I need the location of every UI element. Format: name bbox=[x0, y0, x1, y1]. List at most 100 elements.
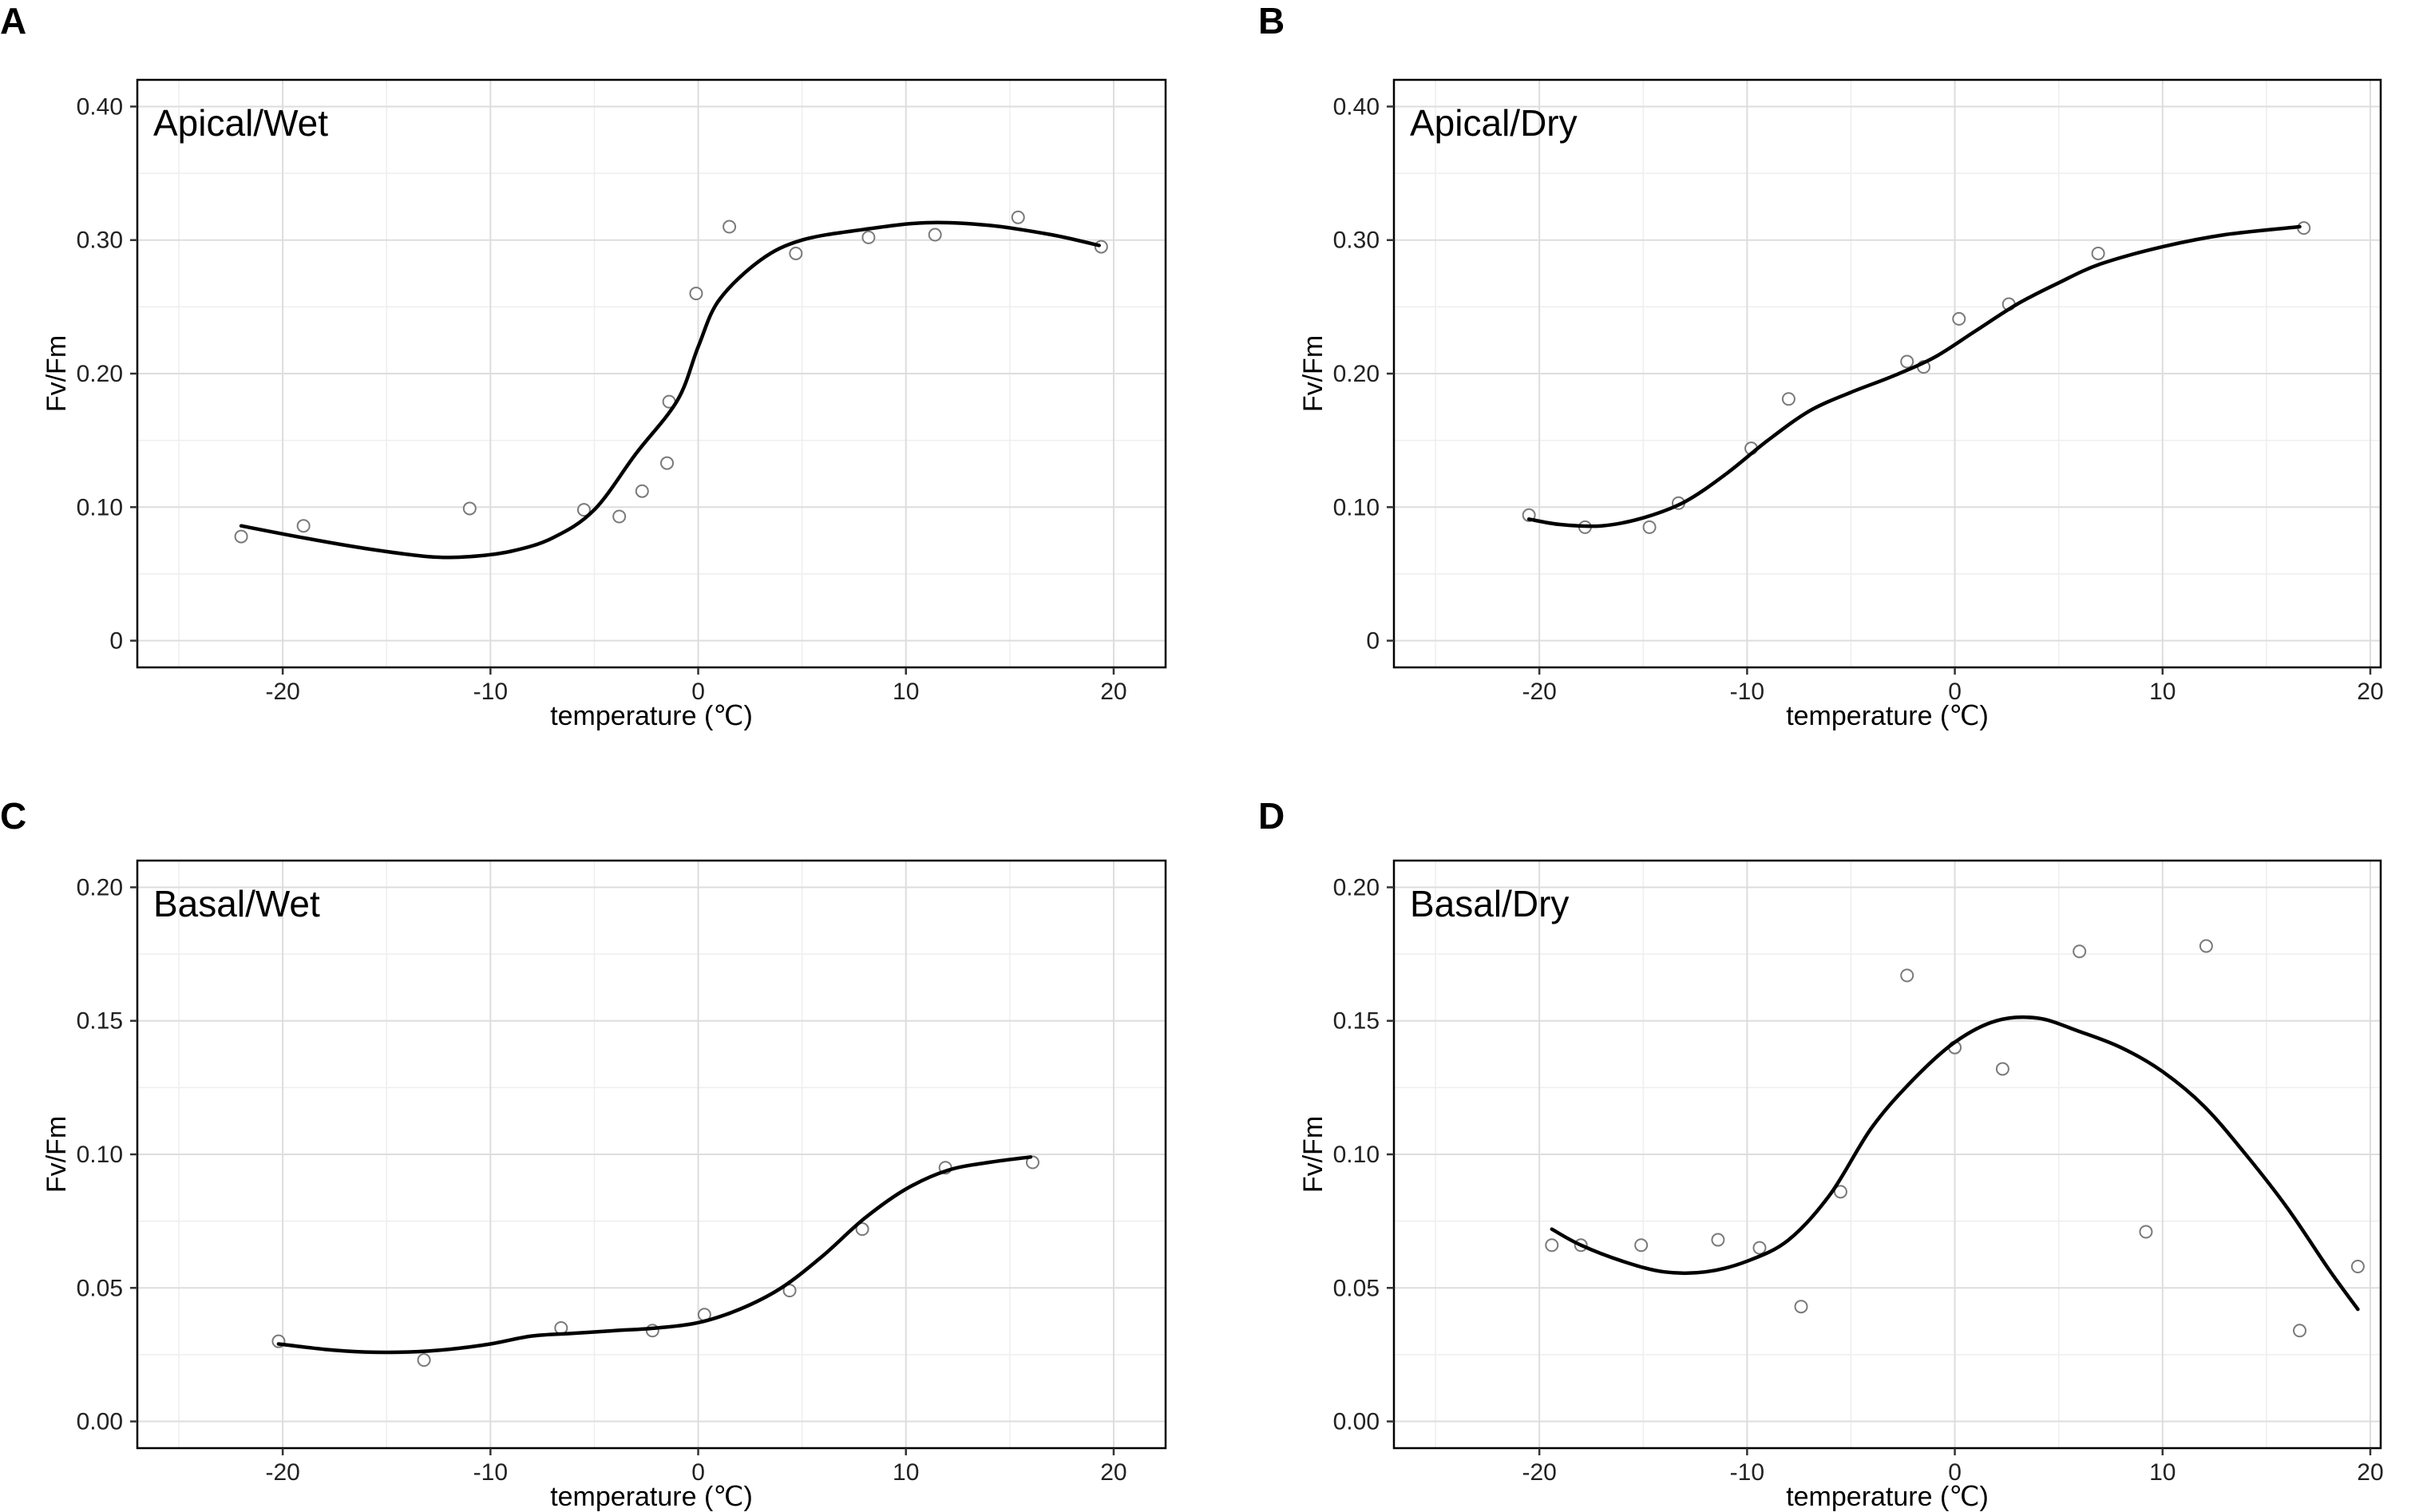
x-tick-label: -10 bbox=[1730, 679, 1764, 705]
data-point bbox=[296, 519, 311, 533]
data-point bbox=[2350, 1260, 2365, 1274]
fit-curve bbox=[1550, 1015, 2360, 1312]
y-tick-label: 0.20 bbox=[1333, 874, 1380, 900]
y-tick-label: 0.30 bbox=[77, 228, 123, 254]
x-tick-label: 0 bbox=[1948, 679, 1962, 705]
y-tick-label: 0.30 bbox=[1333, 228, 1380, 254]
data-point bbox=[462, 501, 477, 516]
y-tick-label: 0.20 bbox=[1333, 361, 1380, 387]
data-point bbox=[928, 228, 942, 242]
data-point bbox=[1952, 311, 1966, 326]
data-point bbox=[1781, 392, 1796, 406]
x-tick-label: 20 bbox=[2357, 1459, 2383, 1486]
y-tick-label: 0.10 bbox=[1333, 1142, 1380, 1168]
panel-letter-a: A bbox=[0, 0, 26, 42]
y-tick-label: 0.00 bbox=[77, 1409, 123, 1435]
panel-d: D -20 -10 0 10 20 0.00 0.05 0.10 0.15 0.20 temperat… bbox=[1258, 795, 2384, 1512]
x-axis-label: temperature (℃) bbox=[1786, 1482, 1989, 1512]
data-point bbox=[635, 484, 649, 498]
data-point bbox=[612, 509, 627, 524]
x-tick-label: 10 bbox=[893, 1459, 919, 1486]
x-tick-label: 10 bbox=[2149, 1459, 2176, 1486]
y-tick-label: 0.05 bbox=[77, 1275, 123, 1301]
x-axis-label: temperature (℃) bbox=[550, 701, 753, 731]
y-tick-label: 0.10 bbox=[77, 494, 123, 520]
x-tick-label: -20 bbox=[265, 679, 299, 705]
data-point bbox=[855, 1222, 869, 1237]
data-point bbox=[1794, 1300, 1808, 1314]
x-tick-label: 0 bbox=[691, 1459, 705, 1486]
y-axis-label: Fv/Fm bbox=[42, 335, 72, 412]
data-point bbox=[1011, 210, 1025, 224]
x-tick-label: -20 bbox=[1522, 679, 1556, 705]
data-point bbox=[1025, 1155, 1039, 1170]
data-point bbox=[789, 246, 803, 260]
y-tick-label: 0.40 bbox=[1333, 93, 1380, 120]
y-tick-label: 0.10 bbox=[1333, 494, 1380, 520]
x-tick-label: 0 bbox=[691, 679, 705, 705]
x-tick-label: -10 bbox=[1730, 1459, 1764, 1486]
x-tick-label: 20 bbox=[1100, 679, 1126, 705]
x-tick-label: 20 bbox=[2357, 679, 2383, 705]
x-tick-label: -10 bbox=[473, 679, 508, 705]
y-tick-label: 0.20 bbox=[77, 874, 123, 900]
y-axis-label: Fv/Fm bbox=[42, 1116, 72, 1193]
x-tick-label: 20 bbox=[1100, 1459, 1126, 1486]
data-point bbox=[1634, 1238, 1649, 1253]
y-tick-label: 0.20 bbox=[77, 361, 123, 387]
panel-c: C -20 -10 0 10 20 0.00 0.05 0.10 0.15 0.20 temperat… bbox=[0, 795, 1167, 1512]
panel-letter-d: D bbox=[1258, 795, 1285, 837]
y-tick-label: 0.40 bbox=[77, 93, 123, 120]
x-tick-label: 10 bbox=[893, 679, 919, 705]
panel-letter-b: B bbox=[1258, 0, 1285, 42]
y-tick-label: 0.15 bbox=[1333, 1008, 1380, 1035]
x-tick-label: -20 bbox=[265, 1459, 299, 1486]
y-tick-label: 0.00 bbox=[1333, 1409, 1380, 1435]
y-tick-label: 0 bbox=[109, 628, 123, 655]
x-tick-label: 0 bbox=[1948, 1459, 1962, 1486]
panel-title: Basal/Wet bbox=[153, 883, 320, 924]
data-point bbox=[234, 529, 248, 544]
data-point bbox=[1711, 1233, 1725, 1247]
data-point bbox=[660, 456, 675, 470]
data-point bbox=[1642, 520, 1657, 534]
panel-title: Apical/Dry bbox=[1410, 102, 1578, 144]
data-point bbox=[2139, 1225, 2153, 1239]
data-point bbox=[576, 503, 591, 517]
data-point bbox=[1752, 1241, 1767, 1255]
fit-curve bbox=[276, 1155, 1033, 1355]
x-tick-label: -20 bbox=[1522, 1459, 1556, 1486]
y-tick-label: 0.15 bbox=[77, 1008, 123, 1035]
data-point bbox=[723, 220, 737, 234]
panel-title: Apical/Wet bbox=[153, 102, 328, 144]
fit-curve bbox=[1526, 224, 2302, 528]
y-tick-label: 0 bbox=[1366, 628, 1380, 655]
data-point bbox=[782, 1284, 797, 1298]
panel-title: Basal/Dry bbox=[1410, 883, 1569, 924]
data-point bbox=[689, 287, 703, 301]
data-point bbox=[417, 1353, 431, 1368]
data-point bbox=[1900, 968, 1914, 983]
x-axis-label: temperature (℃) bbox=[1786, 701, 1989, 731]
y-tick-label: 0.10 bbox=[77, 1142, 123, 1168]
x-tick-label: 10 bbox=[2149, 679, 2176, 705]
y-axis-label: Fv/Fm bbox=[1298, 1116, 1328, 1193]
data-point bbox=[2073, 944, 2087, 959]
y-axis-label: Fv/Fm bbox=[1298, 335, 1328, 412]
x-tick-label: -10 bbox=[473, 1459, 508, 1486]
data-point bbox=[1995, 1062, 2009, 1076]
y-tick-label: 0.05 bbox=[1333, 1275, 1380, 1301]
x-axis-label: temperature (℃) bbox=[550, 1482, 753, 1512]
data-point bbox=[1545, 1238, 1559, 1253]
panel-a: A -20 -10 0 10 20 0 0.10 0.20 0.30 0.40 temperature… bbox=[0, 0, 1167, 731]
data-point bbox=[1900, 354, 1914, 369]
data-point bbox=[2293, 1324, 2307, 1338]
panel-letter-c: C bbox=[0, 795, 26, 837]
fit-curve bbox=[239, 220, 1101, 560]
panel-b: B -20 -10 0 10 20 0 0.10 0.20 0.30 0.40 temperature… bbox=[1258, 0, 2384, 731]
data-point bbox=[1833, 1185, 1847, 1199]
data-point bbox=[2199, 939, 2213, 953]
data-point bbox=[861, 230, 876, 244]
data-point bbox=[2091, 246, 2105, 260]
